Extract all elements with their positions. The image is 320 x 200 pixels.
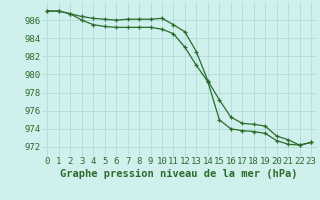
X-axis label: Graphe pression niveau de la mer (hPa): Graphe pression niveau de la mer (hPa) [60, 169, 298, 179]
